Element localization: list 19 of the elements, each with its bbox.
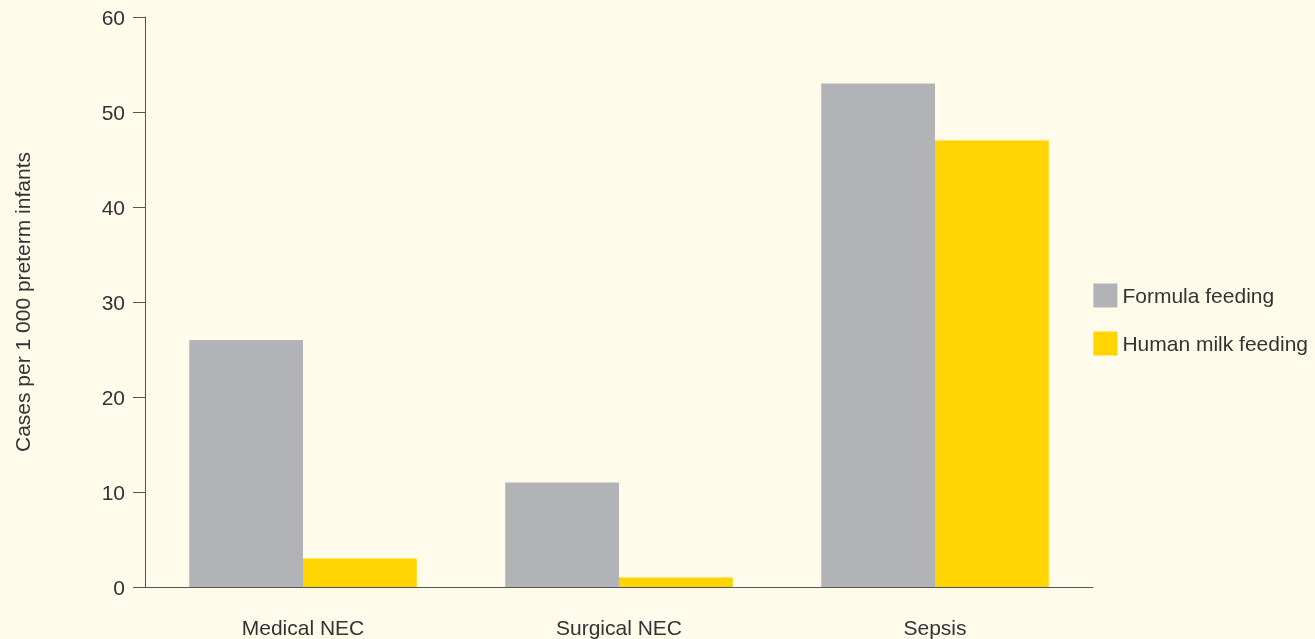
bar [821,83,935,587]
legend-label: Formula feeding [1122,284,1275,307]
bar [935,140,1049,587]
bar [505,482,619,587]
bar [619,577,733,587]
legend-label: Human milk feeding [1122,332,1309,355]
y-tick-label: 40 [101,195,125,219]
y-tick-label: 30 [101,290,125,314]
y-axis-title: Cases per 1 000 preterm infants [11,152,34,452]
y-tick-label: 20 [101,385,125,409]
y-tick-label: 50 [101,100,125,124]
bar [303,558,417,587]
y-tick-label: 60 [101,5,125,29]
y-tick-label: 0 [113,575,125,599]
x-tick-label: Sepsis [903,616,967,639]
x-tick-label: Medical NEC [241,616,365,639]
y-tick-label: 10 [101,480,125,504]
x-tick-label: Surgical NEC [555,616,683,639]
bar [189,340,303,587]
